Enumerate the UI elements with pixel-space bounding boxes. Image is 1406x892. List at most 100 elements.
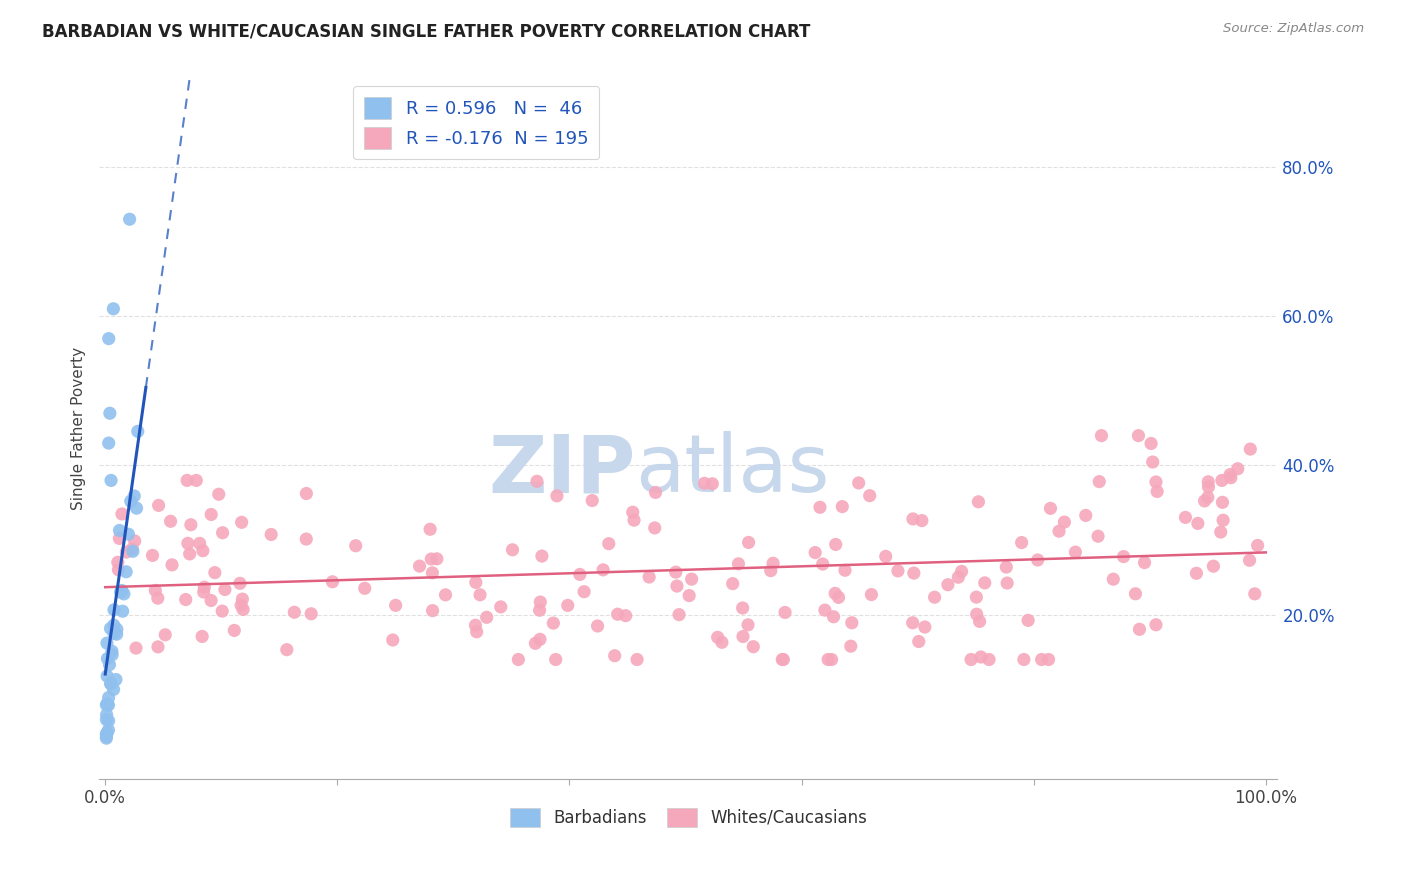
Point [706,630,728,644]
Point [103,618,125,632]
Point [823,609,845,624]
Point [143,583,166,598]
Point [762,556,785,570]
Point [526,475,548,489]
Point [100,677,122,691]
Point [644,485,666,500]
Point [276,642,298,657]
Point [101,648,124,662]
Point [103,301,125,316]
Point [817,652,839,666]
Point [1187,516,1209,531]
Point [623,513,645,527]
Point [1144,475,1167,489]
Point [737,535,759,549]
Point [995,560,1018,574]
Point [97,690,120,705]
Point [875,549,897,564]
Point [977,652,1000,666]
Point [127,425,149,439]
Point [98,657,121,672]
Point [353,582,375,596]
Point [1133,556,1156,570]
Point [96,713,118,727]
Point [737,617,759,632]
Point [115,565,138,579]
Point [97,714,120,728]
Point [970,650,993,665]
Point [125,501,148,516]
Point [804,545,827,559]
Point [950,565,973,579]
Point [860,588,883,602]
Point [1144,617,1167,632]
Point [967,495,990,509]
Point [105,622,128,636]
Point [468,588,491,602]
Point [98,406,121,420]
Point [557,599,579,613]
Point [112,587,135,601]
Point [626,652,648,666]
Point [344,539,367,553]
Point [211,525,233,540]
Point [100,676,122,690]
Point [96,697,118,711]
Point [901,512,924,526]
Point [121,544,143,558]
Point [887,564,910,578]
Point [824,586,846,600]
Point [177,536,200,550]
Point [859,489,882,503]
Point [901,615,924,630]
Point [1185,566,1208,581]
Point [903,566,925,580]
Point [101,644,124,658]
Point [191,543,214,558]
Point [188,536,211,550]
Point [420,552,443,566]
Point [155,628,177,642]
Point [283,605,305,619]
Point [107,555,129,569]
Point [381,632,404,647]
Text: BARBADIAN VS WHITE/CAUCASIAN SINGLE FATHER POVERTY CORRELATION CHART: BARBADIAN VS WHITE/CAUCASIAN SINGLE FATH… [42,22,810,40]
Point [96,698,118,712]
Point [1088,475,1111,489]
Point [179,547,201,561]
Point [1197,475,1219,489]
Point [295,486,318,500]
Text: Source: ZipAtlas.com: Source: ZipAtlas.com [1223,22,1364,36]
Point [97,436,120,450]
Point [104,673,127,687]
Point [592,563,614,577]
Point [1047,524,1070,539]
Point [668,607,690,622]
Point [295,532,318,546]
Point [299,607,322,621]
Point [111,604,134,618]
Point [848,475,870,490]
Point [229,599,252,613]
Point [731,601,754,615]
Point [1246,538,1268,552]
Point [1212,513,1234,527]
Point [770,652,793,666]
Point [111,583,134,598]
Point [1174,510,1197,524]
Point [665,579,688,593]
Point [1128,622,1150,636]
Point [419,522,441,536]
Point [614,608,637,623]
Point [193,580,215,594]
Point [1038,652,1060,666]
Point [146,591,169,606]
Point [1142,455,1164,469]
Point [464,618,486,632]
Point [231,592,253,607]
Point [108,532,131,546]
Point [572,584,595,599]
Point [621,505,644,519]
Point [103,626,125,640]
Point [229,576,252,591]
